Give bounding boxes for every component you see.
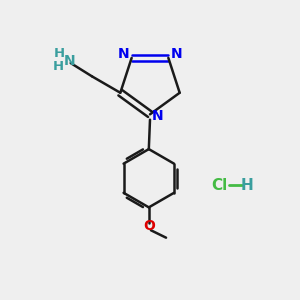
Text: H: H bbox=[241, 178, 254, 193]
Text: N: N bbox=[118, 47, 129, 61]
Text: H: H bbox=[52, 59, 64, 73]
Text: N: N bbox=[171, 47, 182, 61]
Text: N: N bbox=[152, 109, 163, 123]
Text: Cl: Cl bbox=[212, 178, 228, 193]
Text: H: H bbox=[54, 47, 65, 60]
Text: O: O bbox=[143, 219, 155, 233]
Text: N: N bbox=[63, 54, 75, 68]
